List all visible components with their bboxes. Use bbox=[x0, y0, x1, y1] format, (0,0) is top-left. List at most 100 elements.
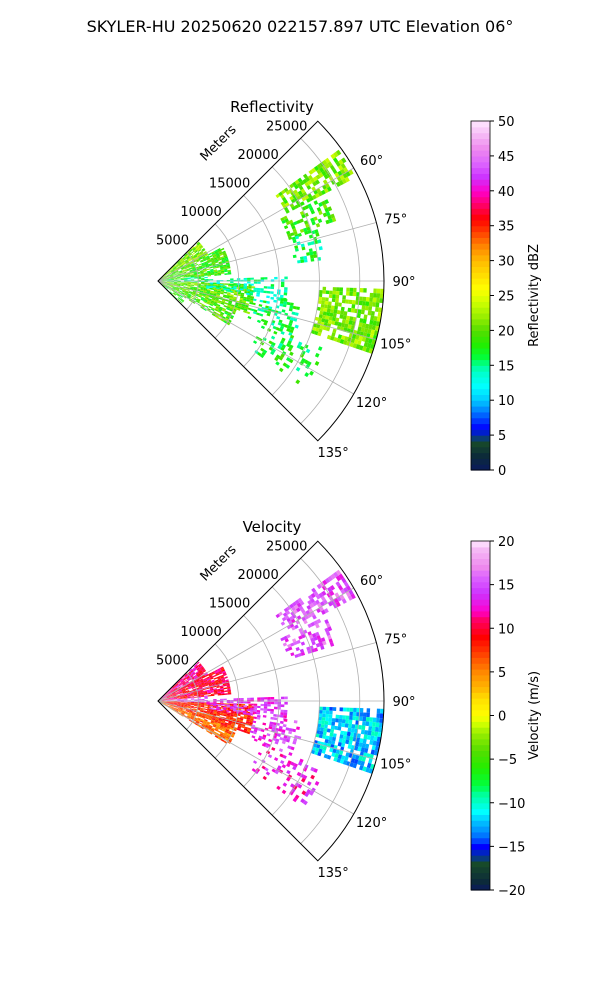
colorbar-swatch bbox=[471, 715, 490, 722]
colorbar-swatch bbox=[471, 668, 490, 676]
colorbar-swatch bbox=[471, 342, 490, 349]
azimuth-tick-label: 60° bbox=[360, 154, 383, 169]
azimuth-tick-label: 90° bbox=[392, 275, 415, 290]
colorbar-swatch bbox=[471, 214, 490, 221]
colorbar-tick-label: 5 bbox=[498, 429, 506, 444]
range-tick-label: 5000 bbox=[156, 653, 189, 668]
colorbar-swatch bbox=[471, 837, 490, 845]
colorbar-swatch bbox=[471, 860, 490, 868]
colorbar-swatch bbox=[471, 260, 490, 268]
colorbar-swatch bbox=[471, 388, 490, 395]
colorbar-tick-label: 35 bbox=[498, 220, 515, 235]
colorbar-tick-label: −5 bbox=[498, 753, 517, 768]
range-axis-label: Meters bbox=[198, 122, 240, 164]
echo-region-2 bbox=[160, 666, 232, 701]
sector-outline bbox=[157, 540, 385, 862]
colorbar-swatch bbox=[471, 458, 490, 465]
colorbar-swatch bbox=[471, 639, 490, 647]
colorbar-swatch bbox=[471, 604, 490, 612]
colorbar-tick-label: −10 bbox=[498, 797, 525, 812]
colorbar-swatch bbox=[471, 552, 490, 560]
colorbar-swatch bbox=[471, 680, 490, 688]
colorbar-swatch bbox=[471, 365, 490, 372]
azimuth-tick-label: 120° bbox=[356, 396, 387, 411]
range-tick-label: 25000 bbox=[266, 119, 307, 134]
sector-outline bbox=[157, 120, 385, 442]
colorbar-swatch bbox=[471, 796, 490, 804]
colorbar-swatch bbox=[471, 692, 490, 699]
colorbar-tick-label: 50 bbox=[498, 115, 515, 130]
azimuth-tick-label: 105° bbox=[380, 758, 411, 773]
colorbar-swatch bbox=[471, 727, 490, 734]
echo-region-9 bbox=[280, 199, 337, 240]
colorbar-tick-label: 25 bbox=[498, 290, 515, 305]
colorbar-tick-label: 40 bbox=[498, 185, 515, 200]
colorbar-swatch bbox=[471, 208, 490, 215]
colorbar-swatch bbox=[471, 773, 490, 781]
colorbar-swatch bbox=[471, 651, 490, 658]
echo-region-13 bbox=[252, 325, 323, 385]
colorbar-swatch bbox=[471, 709, 490, 717]
colorbar-swatch bbox=[471, 330, 490, 337]
colorbar-swatch bbox=[471, 406, 490, 413]
colorbar-swatch bbox=[471, 359, 490, 366]
colorbar-swatch bbox=[471, 324, 490, 331]
range-tick-label: 10000 bbox=[180, 625, 221, 640]
azimuth-spoke bbox=[157, 280, 354, 395]
colorbar-swatch bbox=[471, 196, 490, 204]
echo-region-10 bbox=[249, 714, 302, 756]
colorbar-swatch bbox=[471, 161, 490, 169]
colorbar-swatch bbox=[471, 750, 490, 757]
azimuth-tick-label: 135° bbox=[317, 446, 348, 461]
colorbar-swatch bbox=[471, 179, 490, 186]
echo-region-9 bbox=[310, 706, 384, 774]
azimuth-tick-label: 75° bbox=[384, 212, 407, 227]
colorbar-swatch bbox=[471, 144, 490, 151]
colorbar-swatch bbox=[471, 663, 490, 670]
colorbar-swatch bbox=[471, 266, 490, 273]
colorbar-swatch bbox=[471, 132, 490, 140]
colorbar-tick-label: 20 bbox=[498, 535, 515, 550]
colorbar-swatch bbox=[471, 622, 490, 629]
colorbar-label: Reflectivity dBZ bbox=[527, 244, 542, 347]
colorbar-swatch bbox=[471, 382, 490, 390]
azimuth-spoke bbox=[157, 280, 377, 340]
colorbar-swatch bbox=[471, 173, 490, 180]
azimuth-spoke bbox=[157, 700, 377, 760]
colorbar-swatch bbox=[471, 376, 490, 384]
azimuth-spoke bbox=[157, 700, 354, 815]
colorbar-swatch bbox=[471, 698, 490, 705]
colorbar-swatch bbox=[471, 283, 490, 291]
colorbar-swatch bbox=[471, 826, 490, 833]
colorbar-swatch bbox=[471, 785, 490, 792]
colorbar-tick-label: 0 bbox=[498, 464, 506, 479]
colorbar-swatch bbox=[471, 278, 490, 285]
colorbar-swatch bbox=[471, 411, 490, 419]
colorbar-label: Velocity (m/s) bbox=[527, 671, 542, 760]
colorbar-tick-label: 15 bbox=[498, 359, 515, 374]
colorbar-swatch bbox=[471, 686, 490, 693]
colorbar-swatch bbox=[471, 219, 490, 227]
azimuth-tick-label: 135° bbox=[317, 866, 348, 881]
azimuth-tick-label: 120° bbox=[356, 816, 387, 831]
colorbar-tick-label: −20 bbox=[498, 884, 525, 899]
range-tick-label: 5000 bbox=[156, 233, 189, 248]
colorbar-swatch bbox=[471, 417, 490, 425]
colorbar-swatch bbox=[471, 190, 490, 198]
colorbar-swatch bbox=[471, 231, 490, 238]
colorbar-tick-label: 0 bbox=[498, 710, 506, 725]
colorbar-swatch bbox=[471, 738, 490, 746]
colorbar-swatch bbox=[471, 243, 490, 250]
colorbar-swatch bbox=[471, 289, 490, 297]
colorbar-swatch bbox=[471, 429, 490, 436]
figure-suptitle: SKYLER-HU 20250620 022157.897 UTC Elevat… bbox=[87, 17, 514, 36]
range-tick-label: 25000 bbox=[266, 539, 307, 554]
colorbar-swatch bbox=[471, 599, 490, 606]
colorbar-swatch bbox=[471, 155, 490, 163]
colorbar-swatch bbox=[471, 347, 490, 355]
colorbar-swatch bbox=[471, 616, 490, 624]
echo-region-8 bbox=[275, 149, 354, 214]
colorbar-swatch bbox=[471, 295, 490, 302]
colorbar-swatch bbox=[471, 272, 490, 279]
colorbar-swatch bbox=[471, 587, 490, 594]
